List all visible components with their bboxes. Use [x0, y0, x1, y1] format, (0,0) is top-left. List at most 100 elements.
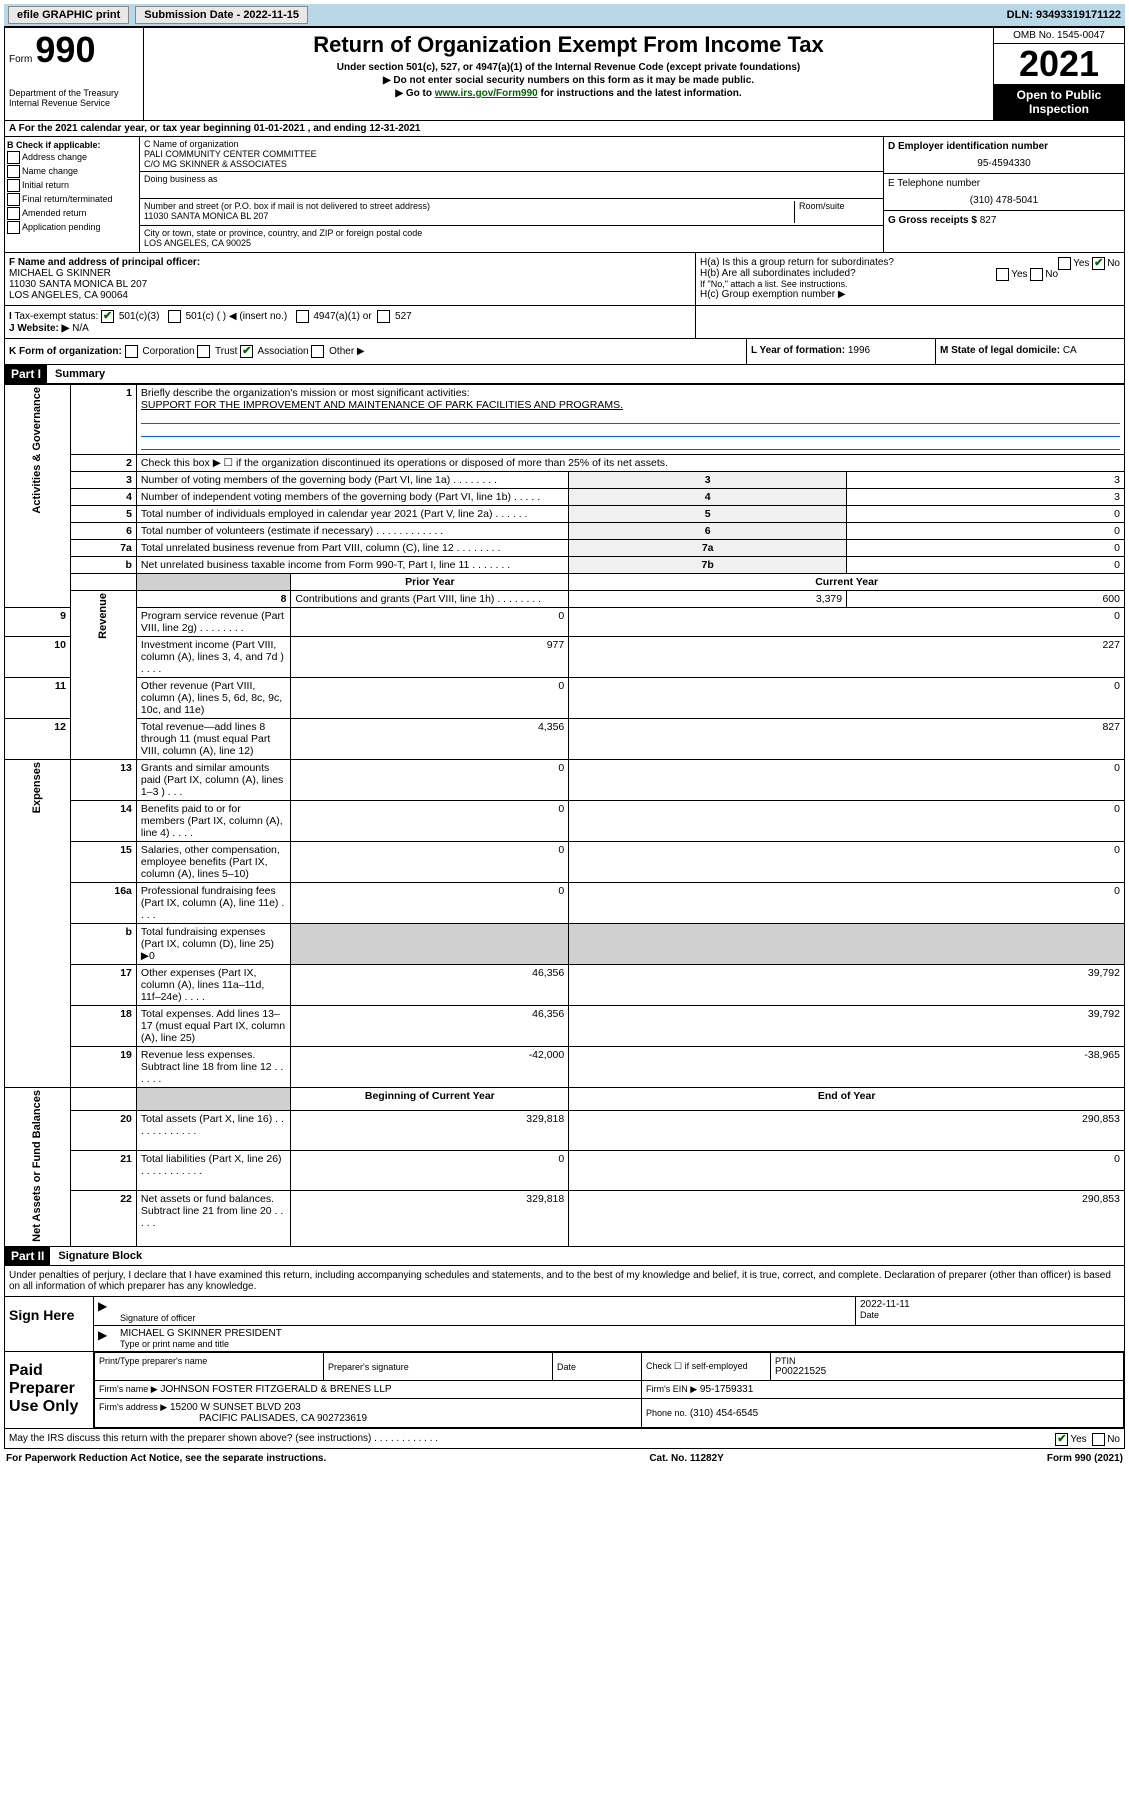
chk-501c[interactable] — [168, 310, 181, 323]
c-name-cell: C Name of organization PALI COMMUNITY CE… — [140, 137, 883, 172]
side-governance: Activities & Governance — [5, 384, 71, 607]
org-name-2: C/O MG SKINNER & ASSOCIATES — [144, 159, 879, 169]
chk-501c3[interactable] — [101, 310, 114, 323]
exp-row-18: 18Total expenses. Add lines 13–17 (must … — [5, 1005, 1125, 1046]
chk-name-change[interactable]: Name change — [7, 165, 137, 178]
g-gross-cell: G Gross receipts $ 827 — [884, 211, 1124, 230]
gov-row-7a: 7a Total unrelated business revenue from… — [5, 539, 1125, 556]
phone-value: (310) 478-5041 — [888, 195, 1120, 206]
paid-preparer-table: Print/Type preparer's name Preparer's si… — [94, 1352, 1124, 1428]
rev-row-9: 9Program service revenue (Part VIII, lin… — [5, 607, 1125, 636]
row-klm: K Form of organization: Corporation Trus… — [4, 339, 1125, 365]
footer: For Paperwork Reduction Act Notice, see … — [4, 1449, 1125, 1468]
row-fh: F Name and address of principal officer:… — [4, 253, 1125, 306]
chk-initial-return[interactable]: Initial return — [7, 179, 137, 192]
submission-date-button[interactable]: Submission Date - 2022-11-15 — [135, 6, 308, 24]
exp-row-16b: bTotal fundraising expenses (Part IX, co… — [5, 923, 1125, 964]
firm-addr2: PACIFIC PALISADES, CA 902723619 — [199, 1413, 367, 1424]
tax-year: 2021 — [994, 44, 1124, 84]
chk-trust[interactable] — [197, 345, 210, 358]
top-bar: efile GRAPHIC print Submission Date - 20… — [4, 4, 1125, 27]
mayirs-no-checkbox[interactable] — [1092, 1433, 1105, 1446]
form-header: Form 990 Department of the Treasury Inte… — [4, 27, 1125, 121]
preparer-phone: (310) 454-6545 — [690, 1408, 758, 1419]
exp-row-14: 14Benefits paid to or for members (Part … — [5, 800, 1125, 841]
chk-assoc[interactable] — [240, 345, 253, 358]
h-group: H(a) Is this a group return for subordin… — [696, 253, 1124, 305]
net-row-22: 22Net assets or fund balances. Subtract … — [5, 1190, 1125, 1247]
rev-row-12: 12Total revenue—add lines 8 through 11 (… — [5, 718, 1125, 759]
chk-4947[interactable] — [296, 310, 309, 323]
chk-corp[interactable] — [125, 345, 138, 358]
firm-name: JOHNSON FOSTER FITZGERALD & BRENES LLP — [160, 1384, 391, 1395]
ein-value: 95-4594330 — [888, 158, 1120, 169]
chk-address-change[interactable]: Address change — [7, 151, 137, 164]
gross-receipts-value: 827 — [980, 215, 997, 226]
chk-amended[interactable]: Amended return — [7, 207, 137, 220]
rev-row-10: 10Investment income (Part VIII, column (… — [5, 636, 1125, 677]
ha-no-checkbox[interactable] — [1092, 257, 1105, 270]
ha-row: H(a) Is this a group return for subordin… — [700, 257, 1120, 268]
py-cy-header: Prior Year Current Year — [5, 573, 1125, 590]
hc-row: H(c) Group exemption number ▶ — [700, 289, 1120, 300]
arrow-icon: ▶ — [98, 1299, 107, 1313]
header-left: Form 990 Department of the Treasury Inte… — [5, 28, 144, 120]
gov-row-4: 4 Number of independent voting members o… — [5, 488, 1125, 505]
sig-date-value: 2022-11-11 — [860, 1299, 1120, 1310]
org-street: 11030 SANTA MONICA BL 207 — [144, 211, 794, 221]
form-title: Return of Organization Exempt From Incom… — [148, 32, 989, 58]
dln-text: DLN: 93493319171122 — [1007, 9, 1121, 21]
firm-ein: 95-1759331 — [700, 1384, 753, 1395]
subtitle-1: Under section 501(c), 527, or 4947(a)(1)… — [148, 62, 989, 73]
open-public-badge: Open to Public Inspection — [994, 84, 1124, 120]
hb-no-checkbox[interactable] — [1030, 268, 1043, 281]
chk-527[interactable] — [377, 310, 390, 323]
irs-text: Internal Revenue Service — [9, 98, 139, 108]
ha-yes-checkbox[interactable] — [1058, 257, 1071, 270]
signature-block: Under penalties of perjury, I declare th… — [4, 1266, 1125, 1449]
net-row-21: 21Total liabilities (Part X, line 26) . … — [5, 1150, 1125, 1190]
exp-row-16a: 16aProfessional fundraising fees (Part I… — [5, 882, 1125, 923]
side-expenses: Expenses — [5, 759, 71, 1087]
mission-text: SUPPORT FOR THE IMPROVEMENT AND MAINTENA… — [141, 399, 623, 411]
irs-link[interactable]: www.irs.gov/Form990 — [435, 88, 538, 99]
k-form-org: K Form of organization: Corporation Trus… — [5, 339, 746, 364]
hb-row: H(b) Are all subordinates included? Yes … — [700, 268, 1120, 279]
footer-left: For Paperwork Reduction Act Notice, see … — [6, 1453, 326, 1464]
i-status: I Tax-exempt status: 501(c)(3) 501(c) ( … — [5, 306, 696, 338]
form-number: 990 — [35, 29, 95, 70]
footer-center: Cat. No. 11282Y — [649, 1453, 723, 1464]
part2-tag: Part II — [5, 1247, 50, 1265]
net-row-20: 20Total assets (Part X, line 16) . . . .… — [5, 1111, 1125, 1151]
side-netassets: Net Assets or Fund Balances — [5, 1087, 71, 1247]
row-a: A For the 2021 calendar year, or tax yea… — [4, 121, 1125, 137]
org-name-1: PALI COMMUNITY CENTER COMMITTEE — [144, 149, 879, 159]
part2-header-row: Part II Signature Block — [4, 1247, 1125, 1266]
gov-row-3: 3 Number of voting members of the govern… — [5, 471, 1125, 488]
exp-row-17: 17Other expenses (Part IX, column (A), l… — [5, 964, 1125, 1005]
part1-title: Summary — [47, 366, 113, 382]
ptin-value: P00221525 — [775, 1366, 1119, 1377]
subtitle-3: ▶ Go to www.irs.gov/Form990 for instruct… — [148, 88, 989, 99]
chk-final-return[interactable]: Final return/terminated — [7, 193, 137, 206]
chk-app-pending[interactable]: Application pending — [7, 221, 137, 234]
d-ein-cell: D Employer identification number 95-4594… — [884, 137, 1124, 174]
gov-row-5: 5 Total number of individuals employed i… — [5, 505, 1125, 522]
f-officer: F Name and address of principal officer:… — [5, 253, 696, 305]
exp-row-19: 19Revenue less expenses. Subtract line 1… — [5, 1046, 1125, 1087]
officer-name-title: MICHAEL G SKINNER PRESIDENT — [120, 1328, 1120, 1339]
exp-row-15: 15Salaries, other compensation, employee… — [5, 841, 1125, 882]
paid-preparer-row: Paid Preparer Use Only Print/Type prepar… — [5, 1351, 1124, 1428]
gov-row-7b: b Net unrelated business taxable income … — [5, 556, 1125, 573]
arrow-icon: ▶ — [98, 1328, 107, 1342]
mayirs-yes-checkbox[interactable] — [1055, 1433, 1068, 1446]
summary-table: Activities & Governance 1 Briefly descri… — [4, 384, 1125, 1248]
line2: Check this box ▶ ☐ if the organization d… — [136, 454, 1124, 471]
rev-row-11: 11Other revenue (Part VIII, column (A), … — [5, 677, 1125, 718]
omb-number: OMB No. 1545-0047 — [994, 28, 1124, 44]
chk-other[interactable] — [311, 345, 324, 358]
efile-button[interactable]: efile GRAPHIC print — [8, 6, 129, 24]
sign-here-label: Sign Here — [5, 1297, 94, 1351]
firm-addr1: 15200 W SUNSET BLVD 203 — [170, 1402, 301, 1413]
hb-yes-checkbox[interactable] — [996, 268, 1009, 281]
